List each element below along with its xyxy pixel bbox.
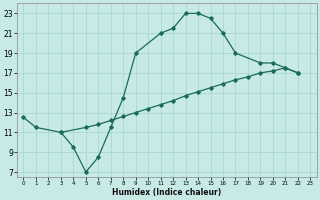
X-axis label: Humidex (Indice chaleur): Humidex (Indice chaleur) [112,188,221,197]
